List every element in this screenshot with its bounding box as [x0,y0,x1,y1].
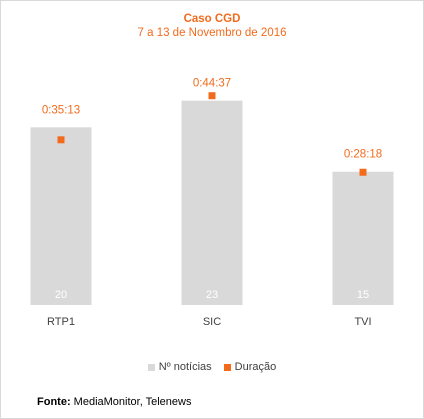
duration-marker-sic [208,92,216,100]
bar-value-label-sic: 23 [206,289,218,301]
source-text: MediaMonitor, Telenews [73,396,192,408]
legend-swatch-duracao [223,363,231,371]
bar-value-label-tvi: 15 [357,289,369,301]
duration-marker-tvi [359,168,367,176]
duration-marker-rtp1 [57,136,65,144]
duration-label-sic: 0:44:37 [193,78,231,90]
chart-title: Caso CGD [183,13,241,25]
legend-label-duracao: Duração [234,361,277,373]
category-label-sic: SIC [203,316,221,328]
category-label-tvi: TVI [354,316,371,328]
bar-tvi [332,171,394,305]
legend-label-noticias: Nº notícias [158,361,212,373]
duration-label-rtp1: 0:35:13 [42,104,80,116]
legend-item-duracao[interactable]: Duração [223,361,277,373]
legend-item-noticias[interactable]: Nº notícias [147,361,212,373]
source-note: Fonte: MediaMonitor, Telenews [37,396,191,408]
category-label-rtp1: RTP1 [47,316,75,328]
legend-swatch-noticias [147,363,155,371]
legend: Nº notícias Duração [0,361,424,373]
bar-sic [181,100,243,305]
duration-label-tvi: 0:28:18 [344,149,382,161]
bar-rtp1 [30,127,92,305]
chart-subtitle: 7 a 13 de Novembro de 2016 [137,27,287,39]
bar-value-label-rtp1: 20 [55,289,67,301]
source-label: Fonte: [37,396,71,408]
